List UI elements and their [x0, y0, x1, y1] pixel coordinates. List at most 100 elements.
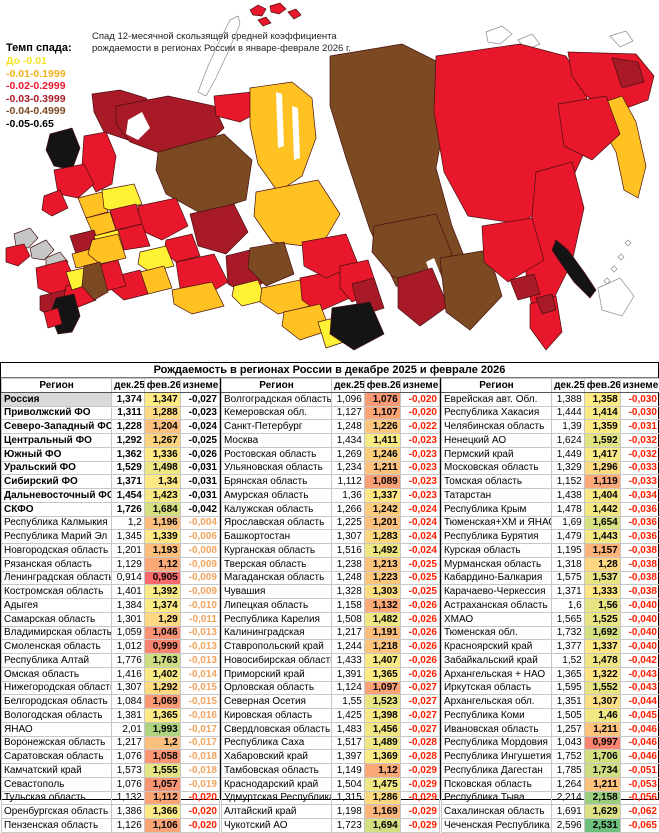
feb26-value-cell: 1,286 — [363, 790, 401, 806]
region-name-cell: Тюменская обл. — [440, 625, 553, 641]
change-value-cell: -0,026 — [399, 639, 440, 654]
dec25-value-cell: 1,012 — [111, 639, 145, 654]
franz-josef-1-region — [249, 4, 267, 17]
feb26-value-cell: 1,132 — [363, 598, 401, 613]
dec25-value-cell: 1,059 — [111, 625, 145, 641]
dec25-value-cell: 1,371 — [111, 474, 145, 489]
region-name-cell: Сахалинская область — [440, 804, 553, 819]
table-row: Астраханская область 1,6 1,56 -0,040 — [440, 598, 659, 613]
region-name-cell: Нижегородская область — [0, 680, 113, 696]
feb26-value-cell: 1,333 — [583, 584, 621, 599]
kurgan-region — [231, 279, 267, 307]
table-row: Республика Марий Эл 1,345 1,339 -0,006 — [0, 529, 220, 544]
feb26-value-cell: 1,392 — [143, 584, 181, 599]
region-name-cell: Новосибирская область — [220, 653, 333, 668]
region-name-cell: Республика Дагестан — [440, 763, 553, 778]
table-row: Владимирская область 1,059 1,046 -0,013 — [0, 625, 220, 641]
column-header-3: изнемен. — [619, 378, 659, 393]
dec25-value-cell: 1,096 — [331, 391, 365, 407]
region-name-cell: Самарская область — [0, 611, 113, 627]
change-value-cell: -0,022 — [399, 419, 440, 434]
table-groups: Региондек.25фев.26изнемен.Россия1,3741,3… — [0, 378, 659, 833]
franz-josef-2-region — [269, 2, 287, 15]
feb26-value-cell: 1,337 — [363, 488, 401, 503]
legend-item-5: -0.05-0.65 — [6, 117, 54, 130]
dec25-value-cell: 1,374 — [111, 391, 145, 407]
sakhalin-region — [551, 239, 597, 299]
table-row: Республика Мордовия 1,043 0,997 -0,046 — [440, 735, 659, 751]
dec25-value-cell: 1,449 — [551, 446, 585, 462]
table-row: Кемеровская обл. 1,127 1,107 -0,020 — [220, 405, 440, 421]
dec25-value-cell: 1,483 — [331, 721, 365, 737]
region-name-cell: Татарстан — [440, 488, 553, 503]
feb26-value-cell: 1,684 — [143, 501, 181, 517]
table-row: Московская область 1,329 1,296 -0,033 — [440, 460, 659, 476]
dec25-value-cell: 1,444 — [551, 405, 585, 421]
feb26-value-cell: 1,107 — [363, 405, 401, 421]
change-value-cell: -0,027 — [399, 680, 440, 696]
table-row: Иркутская область 1,595 1,552 -0,043 — [440, 680, 659, 696]
white-sea-region — [126, 112, 150, 140]
region-name-cell: Курская область — [440, 543, 553, 558]
feb26-value-cell: 1,226 — [363, 419, 401, 434]
table-row: Сибирский ФО 1,371 1,34 -0,031 — [0, 474, 220, 489]
dec25-value-cell: 1,318 — [551, 556, 585, 572]
change-value-cell: -0,024 — [399, 529, 440, 544]
change-value-cell: -0,042 — [179, 501, 220, 517]
feb26-value-cell: 1,443 — [583, 529, 621, 544]
table-row: Нижегородская область 1,307 1,292 -0,015 — [0, 680, 220, 696]
dec25-value-cell: 1,517 — [331, 735, 365, 751]
region-name-cell: Липецкая область — [220, 598, 333, 613]
feb26-value-cell: 0,997 — [583, 735, 621, 751]
change-value-cell: -0,029 — [399, 763, 440, 778]
change-value-cell: -0,009 — [179, 556, 220, 572]
table-row: Ростовская область 1,269 1,246 -0,023 — [220, 446, 440, 462]
change-value-cell: -0,033 — [619, 460, 659, 476]
feb26-value-cell: 1,076 — [363, 391, 401, 407]
region-name-cell: Москва — [220, 433, 333, 448]
legend-item-0: До -0.01 — [6, 55, 47, 67]
table-row: Вологодская область 1,381 1,365 -0,016 — [0, 708, 220, 723]
dec25-value-cell: 1,362 — [111, 446, 145, 462]
change-value-cell: -0,023 — [399, 488, 440, 503]
dec25-value-cell: 1,248 — [331, 570, 365, 586]
feb26-value-cell: 1,763 — [143, 653, 181, 668]
region-name-cell: Вологодская область — [0, 708, 113, 723]
region-name-cell: Ивановская область — [440, 721, 553, 737]
change-value-cell: -0,033 — [619, 474, 659, 489]
region-name-cell: Ульяновская область — [220, 460, 333, 476]
region-name-cell: Псковская область — [440, 776, 553, 792]
region-name-cell: Волгоградская область — [220, 391, 333, 407]
table-row: Республика Саха 1,517 1,489 -0,028 — [220, 735, 440, 751]
column-header-0: Регион — [220, 378, 333, 393]
change-value-cell: -0,009 — [179, 584, 220, 599]
change-value-cell: -0,027 — [399, 694, 440, 709]
region-name-cell: Ставропольский край — [220, 639, 333, 654]
change-value-cell: -0,013 — [179, 639, 220, 654]
region-name-cell: Еврейская авт. Обл. — [440, 391, 553, 407]
region-name-cell: Республика Марий Эл — [0, 529, 113, 544]
yamal-inlet-1-region — [276, 92, 284, 148]
novgorod-region — [77, 191, 109, 219]
zabaikal-region — [439, 249, 503, 331]
change-value-cell: -0,031 — [619, 419, 659, 434]
table-row: Тульская область 1,132 1,112 -0,020 — [0, 790, 220, 806]
dec25-value-cell: 1,345 — [111, 529, 145, 544]
table-row: Россия 1,374 1,347 -0,027 — [0, 391, 220, 407]
feb26-value-cell: 1,694 — [363, 818, 401, 833]
feb26-value-cell: 1,398 — [363, 708, 401, 723]
feb26-value-cell: 0,999 — [143, 639, 181, 654]
region-name-cell: Приморский край — [220, 666, 333, 682]
feb26-value-cell: 1,204 — [143, 419, 181, 434]
feb26-value-cell: 1,246 — [363, 446, 401, 462]
dec25-value-cell: 1,152 — [551, 474, 585, 489]
change-value-cell: -0,010 — [179, 598, 220, 613]
change-value-cell: -0,025 — [399, 584, 440, 599]
dec25-value-cell: 1,076 — [111, 776, 145, 792]
column-header-3: изнемен. — [399, 378, 440, 393]
column-header-1: дек.25 — [551, 378, 585, 393]
tyumen-region — [247, 241, 295, 287]
dec25-value-cell: 1,416 — [111, 666, 145, 682]
dec25-value-cell: 1,505 — [551, 708, 585, 723]
table-row: Республика Крым 1,478 1,442 -0,036 — [440, 501, 659, 517]
